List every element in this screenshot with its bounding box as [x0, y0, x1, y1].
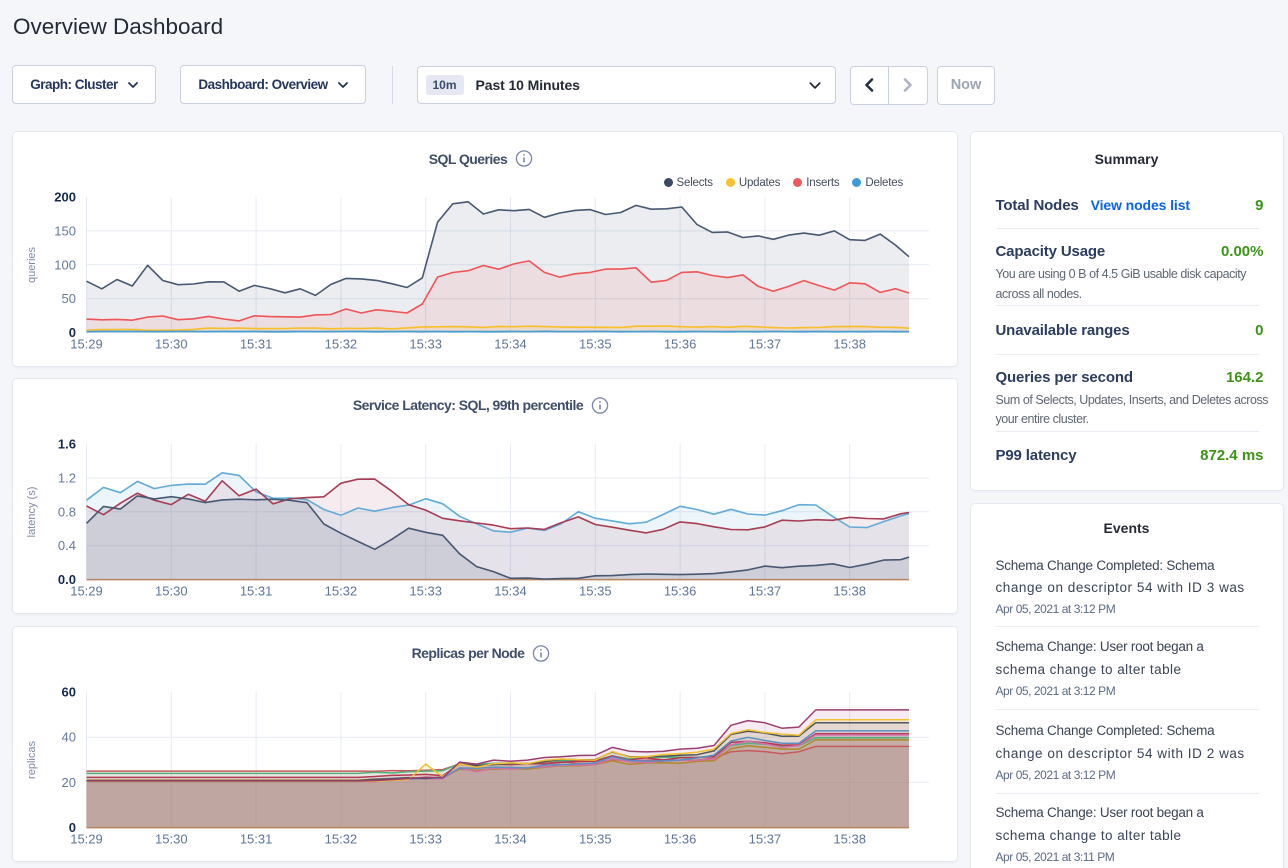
svg-text:1.6: 1.6 — [58, 436, 76, 451]
svg-text:15:36: 15:36 — [664, 831, 697, 846]
svg-text:0: 0 — [69, 820, 76, 835]
svg-text:15:37: 15:37 — [749, 831, 782, 846]
svg-text:15:37: 15:37 — [749, 337, 782, 352]
svg-text:100: 100 — [54, 257, 76, 272]
svg-text:15:32: 15:32 — [325, 337, 358, 352]
svg-text:15:34: 15:34 — [494, 583, 527, 598]
svg-text:15:38: 15:38 — [833, 337, 866, 352]
svg-text:15:29: 15:29 — [70, 337, 103, 352]
svg-text:15:35: 15:35 — [579, 337, 612, 352]
svg-text:15:38: 15:38 — [833, 583, 866, 598]
svg-text:50: 50 — [62, 291, 76, 306]
svg-text:15:31: 15:31 — [240, 831, 273, 846]
svg-text:15:33: 15:33 — [409, 337, 442, 352]
svg-text:15:31: 15:31 — [240, 583, 273, 598]
svg-text:15:30: 15:30 — [155, 337, 188, 352]
svg-text:0.4: 0.4 — [58, 538, 76, 553]
svg-text:15:37: 15:37 — [749, 583, 782, 598]
svg-text:15:29: 15:29 — [70, 831, 103, 846]
svg-text:150: 150 — [54, 223, 76, 238]
svg-text:15:35: 15:35 — [579, 831, 612, 846]
svg-text:15:33: 15:33 — [409, 831, 442, 846]
svg-text:15:32: 15:32 — [325, 831, 358, 846]
svg-text:60: 60 — [62, 684, 76, 699]
svg-text:queries: queries — [26, 246, 38, 283]
svg-text:0.0: 0.0 — [58, 572, 76, 587]
svg-text:replicas: replicas — [26, 740, 38, 778]
svg-text:latency (s): latency (s) — [26, 486, 38, 537]
svg-text:15:31: 15:31 — [240, 337, 273, 352]
svg-text:40: 40 — [62, 729, 76, 744]
svg-text:15:33: 15:33 — [409, 583, 442, 598]
svg-text:15:34: 15:34 — [494, 831, 527, 846]
svg-text:15:29: 15:29 — [70, 583, 103, 598]
svg-text:15:30: 15:30 — [155, 831, 188, 846]
svg-text:15:35: 15:35 — [579, 583, 612, 598]
svg-text:200: 200 — [54, 190, 76, 205]
svg-text:15:38: 15:38 — [833, 831, 866, 846]
svg-text:15:34: 15:34 — [494, 337, 527, 352]
svg-text:15:32: 15:32 — [325, 583, 358, 598]
svg-text:1.2: 1.2 — [58, 470, 76, 485]
svg-text:15:30: 15:30 — [155, 583, 188, 598]
svg-text:15:36: 15:36 — [664, 337, 697, 352]
svg-text:15:36: 15:36 — [664, 583, 697, 598]
svg-text:20: 20 — [62, 774, 76, 789]
svg-text:0: 0 — [69, 325, 76, 340]
svg-text:0.8: 0.8 — [58, 504, 76, 519]
